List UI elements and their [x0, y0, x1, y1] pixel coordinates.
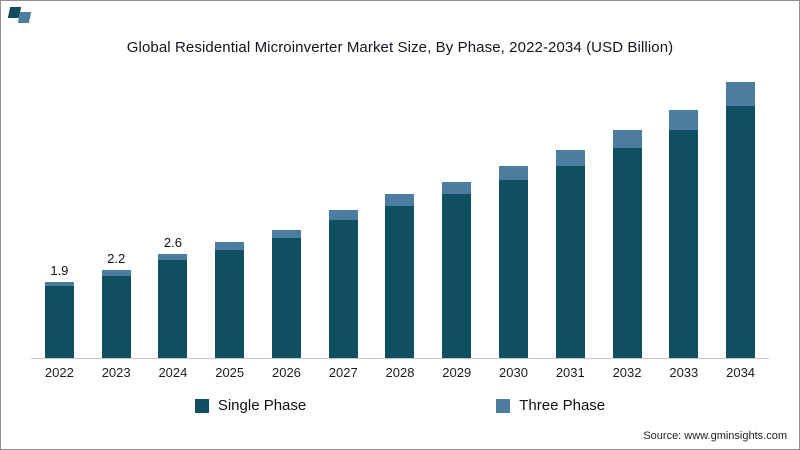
stacked-bar: [442, 182, 472, 358]
stacked-bar: [669, 110, 699, 358]
bar-segment-three-phase: [101, 270, 131, 276]
bar-slot: [485, 166, 541, 358]
stacked-bar: [271, 230, 301, 358]
bar-slot: [202, 242, 258, 358]
legend-item-single-phase: Single Phase: [194, 397, 307, 414]
bar-segment-three-phase: [328, 210, 358, 220]
stacked-bar: [499, 166, 528, 358]
bar-segment-single-phase: [158, 260, 188, 358]
chart-title: Global Residential Microinverter Market …: [126, 39, 674, 56]
x-tick-label: 2032: [612, 365, 642, 380]
bar-slot: [542, 150, 598, 358]
source-attribution: Source: www.gminsights.com: [643, 430, 787, 442]
bar-segment-single-phase: [385, 206, 415, 358]
x-tick-label: 2027: [328, 365, 358, 380]
legend-swatch-three-phase-icon: [496, 398, 511, 413]
bar-slot: 2.2: [88, 251, 144, 358]
bar-slot: [599, 130, 655, 358]
bar-value-label: 2.2: [107, 251, 126, 266]
bar-slot: [656, 110, 712, 358]
bar-segment-single-phase: [499, 180, 528, 358]
stacked-bar: [44, 282, 74, 358]
bar-segment-single-phase: [612, 148, 642, 358]
bar-segment-single-phase: [328, 220, 358, 358]
bar-segment-three-phase: [44, 282, 74, 286]
x-tick-label: 2026: [271, 365, 301, 380]
legend-label-single-phase: Single Phase: [217, 397, 307, 414]
stacked-bar: [101, 270, 131, 358]
x-tick-label: 2022: [44, 365, 74, 380]
x-tick-label: 2028: [385, 365, 415, 380]
bar-slot: 2.6: [145, 235, 201, 358]
bar-segment-three-phase: [442, 182, 472, 194]
x-tick-label: 2030: [499, 365, 528, 380]
bar-segment-single-phase: [555, 166, 585, 358]
bar-segment-three-phase: [726, 82, 756, 106]
bar-segment-three-phase: [158, 254, 188, 260]
bar-segment-three-phase: [385, 194, 415, 206]
x-tick-label: 2034: [726, 365, 756, 380]
x-tick-label: 2023: [101, 365, 131, 380]
x-tick-label: 2029: [442, 365, 472, 380]
bar-segment-single-phase: [726, 106, 756, 358]
bar-segment-three-phase: [555, 150, 585, 166]
x-tick-label: 2033: [669, 365, 699, 380]
brand-corner-icon: [7, 7, 35, 25]
stacked-bar: [158, 254, 188, 358]
bar-segment-three-phase: [612, 130, 642, 148]
stacked-bar: [385, 194, 415, 358]
x-tick-label: 2025: [215, 365, 245, 380]
bar-segment-three-phase: [271, 230, 301, 238]
bar-slot: [372, 194, 428, 358]
bar-segment-single-phase: [215, 250, 245, 358]
bar-value-label: 2.6: [163, 235, 182, 250]
bar-segment-single-phase: [271, 238, 301, 358]
stacked-bar: [726, 82, 756, 358]
bar-slot: [713, 82, 769, 358]
bar-segment-three-phase: [669, 110, 699, 130]
legend-swatch-single-phase-icon: [194, 398, 209, 413]
chart-legend: Single Phase Three Phase: [1, 397, 799, 414]
x-tick-label: 2031: [555, 365, 585, 380]
bar-slot: 1.9: [31, 263, 87, 358]
bar-segment-single-phase: [44, 286, 74, 358]
x-axis: 2022 2023 2024 2025 2026 2027 2028 2029 2030 2031…: [31, 365, 769, 380]
bar-plot-area: 1.9 2.2 2.6: [31, 71, 769, 359]
bar-slot: [258, 230, 314, 358]
bar-segment-single-phase: [669, 130, 699, 358]
bar-segment-single-phase: [101, 276, 131, 358]
corner-accent-light-square: [17, 12, 32, 23]
bar-slot: [315, 210, 371, 358]
x-tick-label: 2024: [158, 365, 188, 380]
stacked-bar: [612, 130, 642, 358]
bar-segment-single-phase: [442, 194, 472, 358]
stacked-bar: [328, 210, 358, 358]
bar-value-label: 1.9: [50, 263, 69, 278]
bar-segment-three-phase: [499, 166, 528, 180]
stacked-bar: [215, 242, 245, 358]
legend-label-three-phase: Three Phase: [519, 397, 606, 414]
legend-item-three-phase: Three Phase: [496, 397, 605, 414]
bar-segment-three-phase: [215, 242, 245, 250]
stacked-bar: [555, 150, 585, 358]
bar-slot: [429, 182, 485, 358]
